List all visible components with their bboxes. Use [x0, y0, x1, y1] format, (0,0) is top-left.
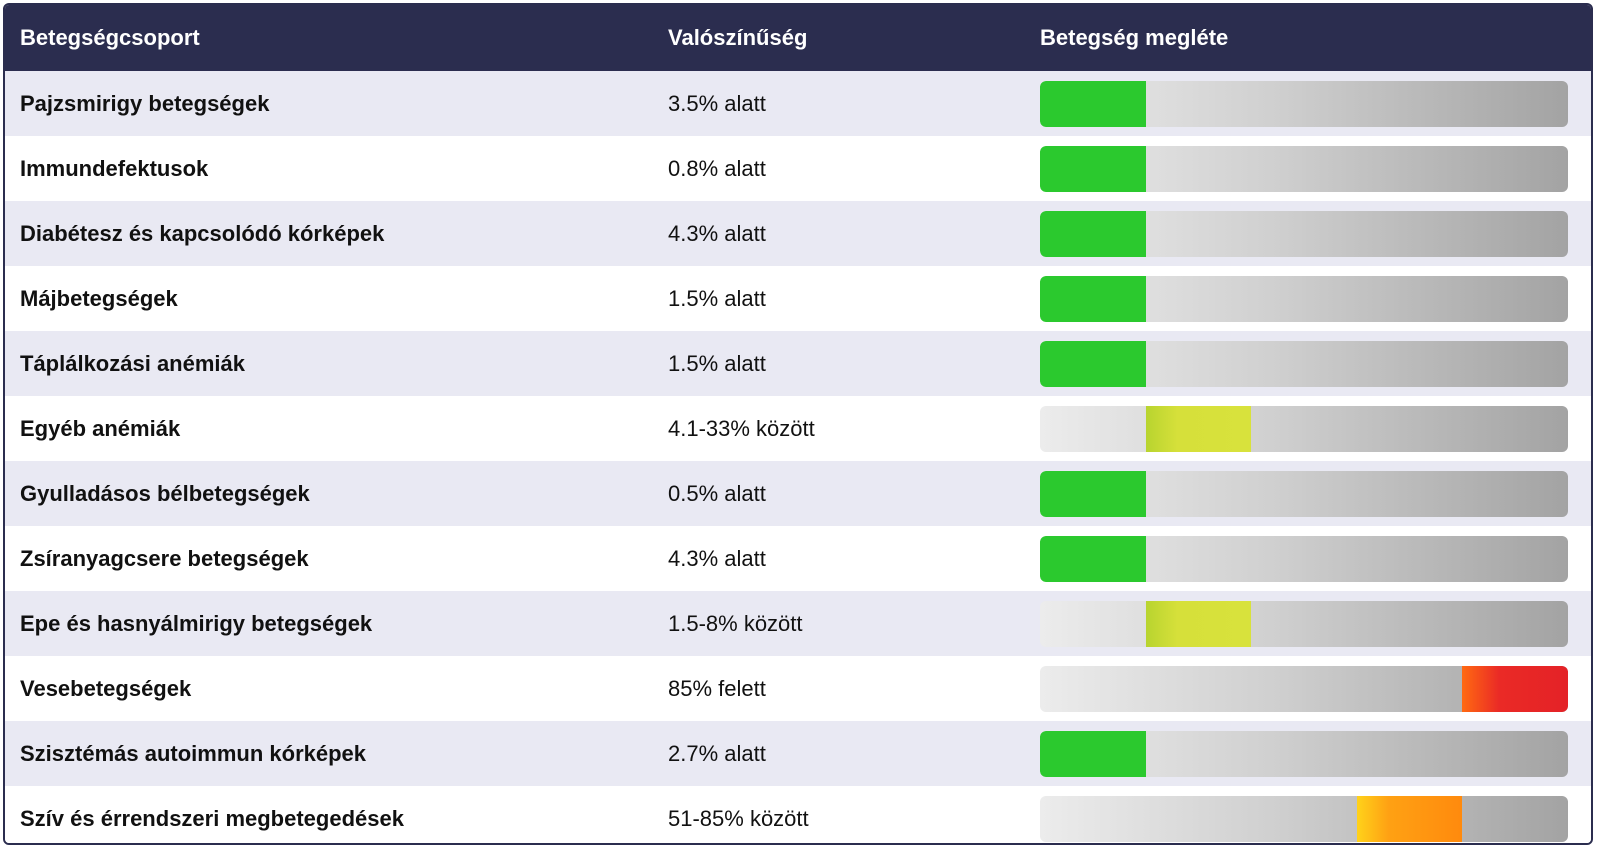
risk-bar-track: [1040, 730, 1568, 777]
risk-bar-indicator: [1040, 145, 1146, 192]
risk-bar-indicator: [1040, 275, 1146, 322]
risk-bar-track: [1040, 665, 1568, 712]
table-row: Szív és érrendszeri megbetegedések 51-85%…: [5, 786, 1591, 843]
risk-bar-cell: [1040, 80, 1568, 127]
probability-value: 2.7% alatt: [668, 740, 766, 766]
table-row: Gyulladásos bélbetegségek 0.5% alatt: [5, 461, 1591, 526]
table-body: Pajzsmirigy betegségek 3.5% alatt Immundef…: [5, 71, 1591, 843]
risk-bar-cell: [1040, 730, 1568, 777]
probability-value: 4.3% alatt: [668, 545, 766, 571]
risk-bar-cell: [1040, 340, 1568, 387]
probability-value: 4.1-33% között: [668, 415, 815, 441]
probability-value: 1.5% alatt: [668, 350, 766, 376]
risk-bar-track: [1040, 145, 1568, 192]
probability-value: 3.5% alatt: [668, 90, 766, 116]
disease-group-label: Immundefektusok: [20, 155, 209, 181]
risk-bar-cell: [1040, 795, 1568, 842]
table-row: Egyéb anémiák 4.1-33% között: [5, 396, 1591, 461]
risk-bar-indicator: [1462, 665, 1568, 712]
risk-bar-cell: [1040, 275, 1568, 322]
table-row: Szisztémás autoimmun kórképek 2.7% alatt: [5, 721, 1591, 786]
probability-value: 0.8% alatt: [668, 155, 766, 181]
probability-value: 1.5% alatt: [668, 285, 766, 311]
risk-bar-indicator: [1040, 470, 1146, 517]
disease-group-label: Egyéb anémiák: [20, 415, 181, 441]
risk-bar-cell: [1040, 405, 1568, 452]
risk-bar-indicator: [1145, 600, 1252, 647]
disease-group-label: Pajzsmirigy betegségek: [20, 90, 270, 116]
risk-bar-track: [1040, 470, 1568, 517]
risk-bar-cell: [1040, 535, 1568, 582]
header-group: Betegségcsoport: [20, 25, 200, 50]
risk-bar-indicator: [1145, 405, 1252, 452]
probability-value: 4.3% alatt: [668, 220, 766, 246]
table-row: Vesebetegségek 85% felett: [5, 656, 1591, 721]
risk-bar-cell: [1040, 470, 1568, 517]
risk-bar-track: [1040, 210, 1568, 257]
disease-group-label: Zsíranyagcsere betegségek: [20, 545, 309, 571]
table-header: Betegségcsoport Valószínűség Betegség me…: [5, 5, 1591, 71]
risk-bar-track: [1040, 600, 1568, 647]
disease-group-label: Epe és hasnyálmirigy betegségek: [20, 610, 373, 636]
disease-group-label: Májbetegségek: [20, 285, 178, 311]
probability-value: 51-85% között: [668, 805, 809, 831]
disease-group-label: Szisztémás autoimmun kórképek: [20, 740, 367, 766]
table-row: Pajzsmirigy betegségek 3.5% alatt: [5, 71, 1591, 136]
risk-bar-track: [1040, 535, 1568, 582]
disease-group-label: Vesebetegségek: [20, 675, 192, 701]
probability-value: 0.5% alatt: [668, 480, 766, 506]
risk-bar-cell: [1040, 145, 1568, 192]
risk-bar-track: [1040, 340, 1568, 387]
risk-bar-indicator: [1040, 210, 1146, 257]
disease-group-label: Diabétesz és kapcsolódó kórképek: [20, 220, 385, 246]
risk-bar-indicator: [1040, 535, 1146, 582]
risk-bar-indicator: [1356, 795, 1463, 842]
table-row: Epe és hasnyálmirigy betegségek 1.5-8% kö…: [5, 591, 1591, 656]
header-presence: Betegség megléte: [1040, 25, 1229, 50]
header-probability: Valószínűség: [668, 25, 808, 50]
risk-bar-cell: [1040, 600, 1568, 647]
disease-risk-table: Betegségcsoport Valószínűség Betegség me…: [3, 3, 1593, 845]
risk-bar-track: [1040, 275, 1568, 322]
table-row: Immundefektusok 0.8% alatt: [5, 136, 1591, 201]
risk-bar-indicator: [1040, 80, 1146, 127]
table-row: Zsíranyagcsere betegségek 4.3% alatt: [5, 526, 1591, 591]
disease-group-label: Szív és érrendszeri megbetegedések: [20, 805, 404, 831]
disease-group-label: Táplálkozási anémiák: [20, 350, 245, 376]
risk-bar-track: [1040, 795, 1568, 842]
table-row: Májbetegségek 1.5% alatt: [5, 266, 1591, 331]
table-row: Diabétesz és kapcsolódó kórképek 4.3% ala…: [5, 201, 1591, 266]
risk-bar-cell: [1040, 665, 1568, 712]
probability-value: 85% felett: [668, 675, 766, 701]
risk-bar-track: [1040, 80, 1568, 127]
table-row: Táplálkozási anémiák 1.5% alatt: [5, 331, 1591, 396]
disease-group-label: Gyulladásos bélbetegségek: [20, 480, 310, 506]
probability-value: 1.5-8% között: [668, 610, 803, 636]
risk-bar-indicator: [1040, 730, 1146, 777]
risk-bar-track: [1040, 405, 1568, 452]
risk-bar-indicator: [1040, 340, 1146, 387]
risk-bar-cell: [1040, 210, 1568, 257]
